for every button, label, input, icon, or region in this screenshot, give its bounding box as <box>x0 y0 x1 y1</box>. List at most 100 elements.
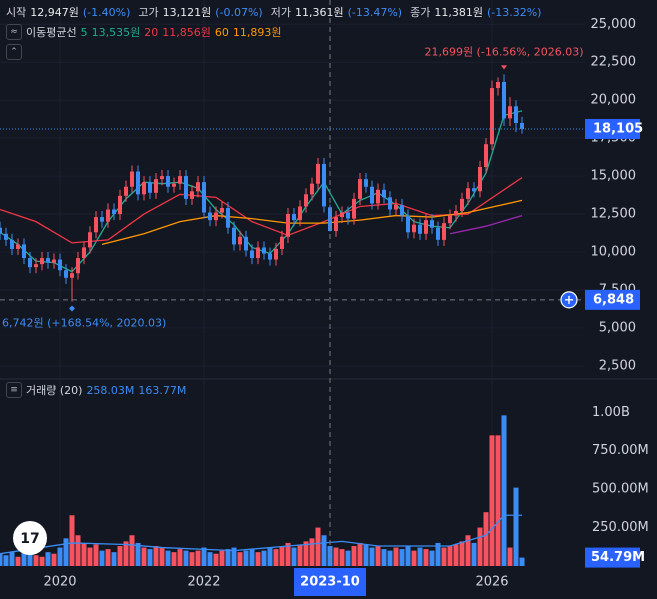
ohlc-change: (-1.40%) <box>82 5 131 19</box>
volume-legend-value: 163.77M <box>138 383 187 397</box>
volume-bar <box>459 541 465 566</box>
candle-body <box>148 182 152 193</box>
ohlc-value: 12,947원 <box>30 6 79 19</box>
candle-body <box>460 198 464 212</box>
volume-bar <box>351 546 357 566</box>
candle-body <box>298 206 302 221</box>
volume-bar <box>261 550 267 566</box>
max-annotation: 21,699원 (-16.56%, 2026.03) <box>424 45 583 58</box>
volume-bar <box>15 556 21 566</box>
candle-body <box>100 217 104 222</box>
candle-body <box>436 227 440 240</box>
volume-tick-label: 750.00M <box>592 443 649 458</box>
candle-body <box>394 204 398 210</box>
volume-bar <box>435 542 441 566</box>
volume-bar <box>363 544 369 566</box>
volume-last-label: 54.79M <box>591 550 645 565</box>
min-annotation: 6,742원 (+168.54%, 2020.03) <box>2 316 166 329</box>
candle-body <box>34 264 38 268</box>
volume-bar <box>39 556 45 566</box>
candle-body <box>484 144 488 167</box>
volume-bar <box>273 549 279 566</box>
candle-body <box>238 236 242 245</box>
volume-bar <box>255 552 261 566</box>
volume-bar <box>405 546 411 566</box>
volume-bar <box>387 550 393 566</box>
volume-bar <box>297 544 303 566</box>
volume-bar <box>69 515 75 566</box>
candle-body <box>334 217 338 232</box>
candle-body <box>340 212 344 218</box>
candle-body <box>10 239 14 249</box>
candle-body <box>358 179 362 199</box>
ohlc-change: (-13.32%) <box>486 5 542 19</box>
candle-body <box>178 176 182 184</box>
y-tick-label: 22,500 <box>591 55 637 70</box>
volume-legend-value: 258.03M <box>86 383 135 397</box>
volume-bar <box>51 553 57 566</box>
ohlc-label: 저가 <box>270 6 291 19</box>
candle-body <box>520 122 524 129</box>
min-arrow <box>69 305 75 312</box>
candle-body <box>406 215 410 233</box>
volume-bar <box>201 547 207 566</box>
candle-body <box>262 247 266 254</box>
ma-name: 20 <box>144 25 159 39</box>
candle-body <box>214 212 218 221</box>
indicator-icon[interactable]: ≈ <box>6 24 22 40</box>
volume-bar <box>441 547 447 566</box>
volume-legend: ≡ 거래량 (20) 258.03M 163.77M <box>6 382 186 398</box>
volume-bar <box>147 549 153 566</box>
volume-bar <box>507 547 513 566</box>
candle-body <box>472 188 476 192</box>
candle-body <box>352 198 356 219</box>
candle-body <box>244 236 248 251</box>
volume-bar <box>465 535 471 566</box>
volume-bar <box>291 547 297 566</box>
volume-last-box <box>585 547 640 568</box>
volume-bar <box>219 550 225 566</box>
crosshair-x-box <box>294 568 366 596</box>
add-alert-icon <box>565 295 573 304</box>
candle-body <box>58 259 62 271</box>
ohlc-value: 11,381원 <box>434 6 483 19</box>
y-tick-label: 10,000 <box>591 245 637 260</box>
volume-bar <box>45 552 51 566</box>
candle-body <box>250 250 254 259</box>
y-tick-label: 12,500 <box>591 207 637 222</box>
candle-body <box>286 214 290 237</box>
volume-bar <box>111 552 117 566</box>
volume-bar <box>345 550 351 566</box>
volume-bar <box>423 549 429 566</box>
candle-body <box>268 253 272 260</box>
volume-bar <box>225 549 231 566</box>
candle-body <box>154 179 158 193</box>
volume-bar <box>21 550 27 566</box>
candle-body <box>208 212 212 221</box>
volume-bar <box>411 550 417 566</box>
x-tick-label: 2026 <box>475 575 508 590</box>
volume-bar <box>399 549 405 566</box>
volume-bar <box>333 547 339 566</box>
volume-bar <box>135 542 141 566</box>
ma-name: 5 <box>80 25 88 39</box>
collapse-button[interactable]: ⌃ <box>6 44 22 60</box>
price-pane: 21,699원 (-16.56%, 2026.03) 6,742원 (+168.5… <box>0 0 585 378</box>
volume-bar <box>33 555 39 566</box>
candle-body <box>64 270 68 278</box>
volume-bar <box>159 547 165 566</box>
ma-line <box>449 214 523 235</box>
volume-icon[interactable]: ≡ <box>6 382 22 398</box>
volume-bar <box>417 547 423 566</box>
ohlc-change: (-0.07%) <box>215 5 263 19</box>
candle-body <box>496 81 500 89</box>
volume-bar <box>429 550 435 566</box>
volume-bar <box>339 549 345 566</box>
candle-body <box>466 188 470 199</box>
x-tick-label: 2022 <box>187 575 220 590</box>
volume-bar <box>123 541 129 566</box>
volume-bar <box>381 549 387 566</box>
ohlc-value: 11,361원 <box>294 6 344 19</box>
